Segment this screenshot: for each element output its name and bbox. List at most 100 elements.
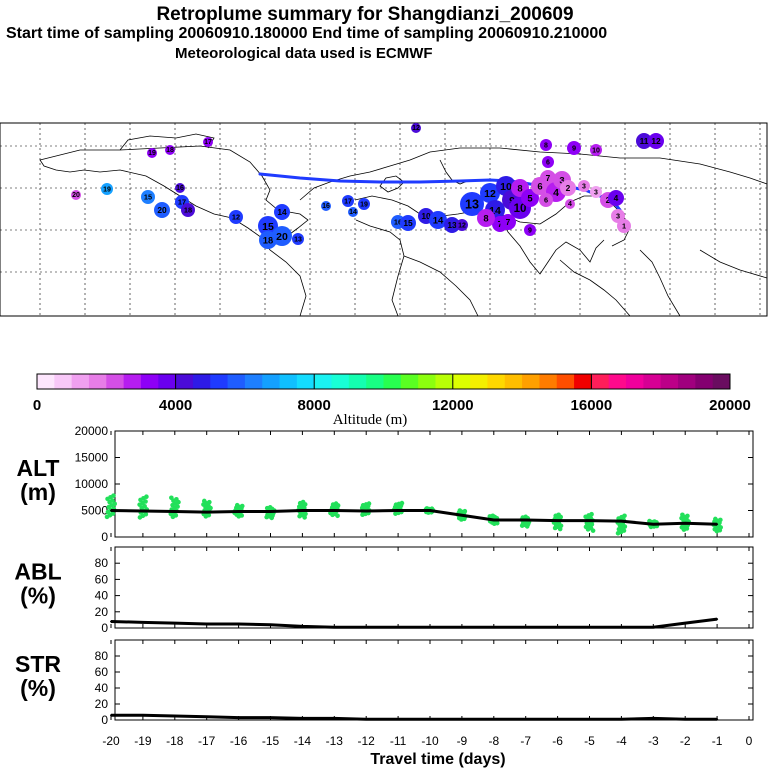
plume-cluster: 4 — [608, 190, 624, 206]
cluster-day-label: 10 — [592, 147, 600, 154]
plume-cluster: 3 — [590, 186, 602, 198]
altitude-sample-point — [556, 512, 561, 518]
series-point — [620, 520, 623, 523]
x-tick-label: -5 — [584, 734, 595, 748]
series-point — [460, 626, 463, 629]
series-point — [620, 626, 623, 629]
colorbar-swatch — [574, 374, 592, 389]
colorbar-swatch — [192, 374, 211, 389]
series-point — [492, 519, 495, 522]
colorbar-swatch — [296, 374, 315, 389]
altitude-sample-point — [622, 513, 627, 519]
plume-cluster: 19 — [358, 198, 370, 210]
colorbar-swatch — [348, 374, 367, 389]
cluster-day-label: 10 — [421, 211, 431, 221]
colorbar-swatch — [279, 374, 298, 389]
colorbar-tick-label: 12000 — [432, 397, 474, 414]
colorbar-swatch — [383, 374, 402, 389]
cluster-day-label: 20 — [157, 205, 167, 215]
x-tick-label: -8 — [488, 734, 499, 748]
series-point — [205, 622, 208, 625]
panel-label: (%) — [20, 583, 56, 609]
plume-cluster: 15 — [400, 215, 416, 231]
colorbar-swatch — [504, 374, 523, 389]
plume-cluster: 19 — [101, 183, 113, 195]
x-tick-label: -18 — [166, 734, 184, 748]
y-tick-label: 0 — [101, 713, 108, 727]
cluster-day-label: 14 — [277, 207, 287, 217]
plume-cluster: 18 — [165, 145, 175, 155]
colorbar-swatch — [452, 374, 471, 389]
x-tick-label: -1 — [712, 734, 723, 748]
plume-cluster: 12 — [648, 133, 664, 149]
cluster-day-label: 12 — [458, 222, 466, 229]
cluster-day-label: 4 — [568, 201, 572, 208]
series-point — [460, 514, 463, 517]
plume-cluster: 12 — [229, 210, 243, 224]
plume-cluster: 17 — [342, 195, 354, 207]
cluster-day-label: 7 — [546, 173, 551, 183]
plume-cluster: 8 — [540, 139, 552, 151]
cluster-day-label: 18 — [166, 147, 174, 154]
altitude-sample-point — [490, 513, 496, 519]
x-tick-label: -19 — [134, 734, 152, 748]
altitude-sample-point — [207, 499, 212, 505]
series-line-abl — [110, 617, 718, 629]
cluster-day-label: 8 — [517, 183, 522, 194]
series-point — [492, 626, 495, 629]
series-point — [620, 718, 623, 721]
altitude-sample-point — [110, 511, 116, 516]
y-tick-label: 20 — [95, 605, 109, 619]
cluster-day-label: 5 — [527, 193, 532, 204]
series-point — [397, 626, 400, 629]
series-point — [269, 623, 272, 626]
altitude-sample-point — [366, 501, 372, 506]
y-tick-label: 0 — [101, 621, 108, 635]
plume-cluster: 7 — [500, 214, 516, 230]
plume-cluster: 13 — [460, 192, 484, 216]
cluster-day-label: 6 — [544, 196, 548, 205]
cluster-day-label: 9 — [572, 144, 576, 153]
panel-frame — [114, 639, 754, 721]
cluster-day-label: 17 — [204, 139, 212, 146]
plume-cluster: 13 — [444, 217, 460, 233]
altitude-sample-point — [202, 498, 207, 504]
series-point — [524, 626, 527, 629]
cluster-day-label: 18 — [184, 206, 192, 215]
y-tick-label: 80 — [95, 556, 109, 570]
series-point — [684, 622, 687, 625]
cluster-day-label: 14 — [349, 209, 357, 216]
chart-title: Retroplume summary for Shangdianzi_20060… — [156, 4, 574, 25]
plume-cluster: 20 — [154, 202, 170, 218]
y-tick-label: 20 — [95, 697, 109, 711]
series-point — [205, 715, 208, 718]
colorbar-swatch — [54, 374, 73, 389]
colorbar-swatch — [37, 374, 55, 389]
altitude-sample-point — [174, 496, 179, 502]
colorbar-tick-label: 8000 — [298, 397, 331, 414]
series-point — [365, 718, 368, 721]
plume-cluster: 9 — [567, 141, 581, 155]
series-point — [716, 523, 719, 526]
series-point — [716, 718, 719, 721]
cluster-day-label: 7 — [506, 217, 511, 227]
panel-label: ALT — [16, 455, 59, 481]
cluster-day-label: 6 — [537, 181, 542, 192]
plume-cluster: 11 — [636, 133, 652, 149]
cluster-day-label: 12 — [412, 125, 420, 132]
cluster-day-label: 13 — [447, 220, 457, 230]
x-tick-label: -9 — [457, 734, 468, 748]
colorbar-swatch — [435, 374, 454, 389]
y-tick-label: 5000 — [81, 504, 108, 518]
altitude-sample-point — [112, 501, 117, 507]
colorbar-swatch — [262, 374, 281, 389]
x-tick-label: -16 — [230, 734, 248, 748]
altitude-sample-point — [111, 493, 116, 498]
plume-cluster: 14 — [274, 204, 290, 220]
x-tick-label: -15 — [262, 734, 280, 748]
colorbar-swatch — [140, 374, 159, 389]
altitude-sample-point — [685, 513, 690, 519]
altitude-sample-point — [144, 494, 149, 500]
cluster-day-label: 3 — [559, 175, 564, 186]
